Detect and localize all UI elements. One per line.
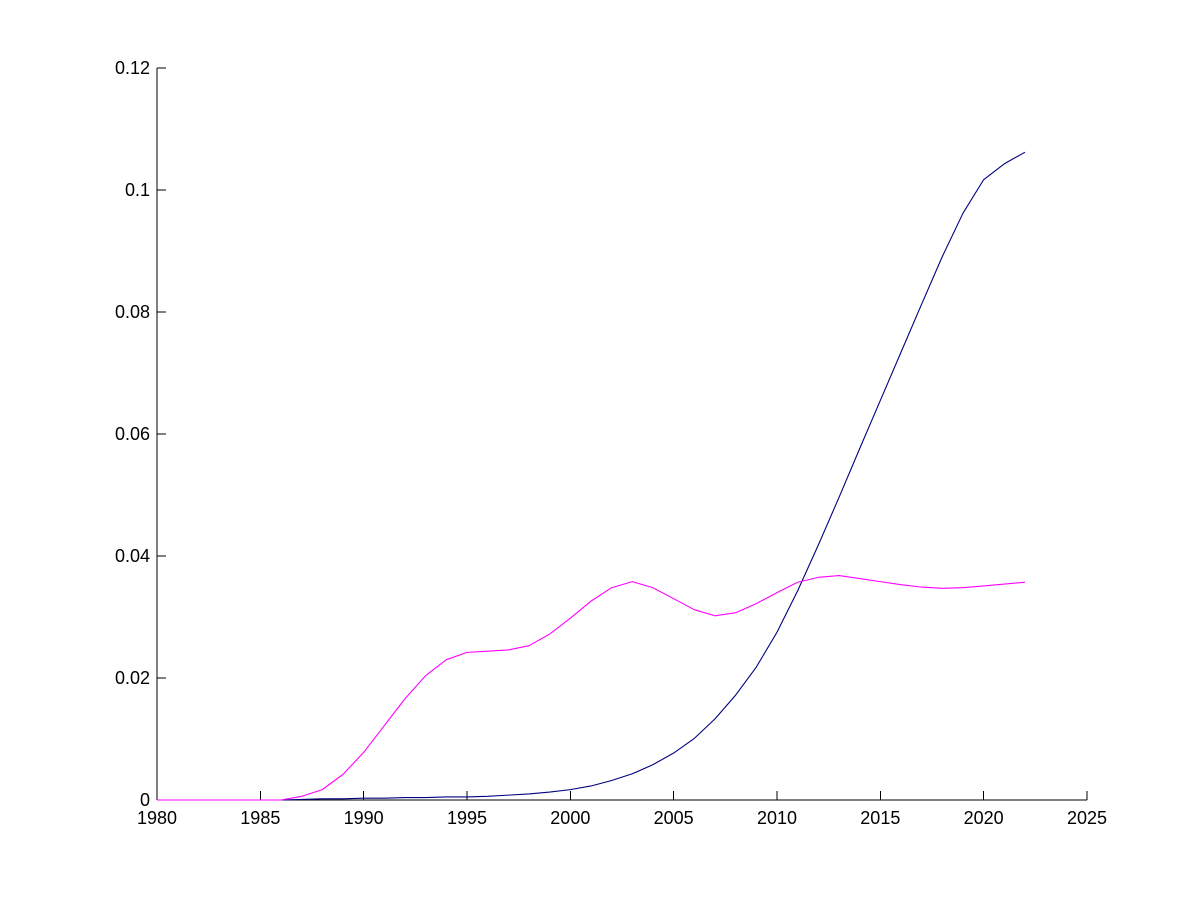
- x-tick-label: 2020: [964, 808, 1004, 828]
- x-tick-label: 2005: [654, 808, 694, 828]
- y-tick-label: 0.1: [125, 180, 150, 200]
- x-tick-label: 2000: [550, 808, 590, 828]
- series-line-2: [157, 574, 1026, 801]
- x-ticks: 1980 1985 1990 1995 2000 2005 2010 2015 2020 2025: [137, 791, 1107, 828]
- y-tick-label: 0.04: [115, 546, 150, 566]
- x-tick-label: 1995: [447, 808, 487, 828]
- y-ticks: 0 0.02 0.04 0.06 0.08 0.1 0.12: [115, 58, 166, 810]
- y-tick-label: 0.08: [115, 302, 150, 322]
- x-tick-label: 1990: [344, 808, 384, 828]
- x-tick-label: 1985: [240, 808, 280, 828]
- y-tick-label: 0: [140, 790, 150, 810]
- series-layer: [157, 151, 1026, 801]
- x-tick-label: 2025: [1067, 808, 1107, 828]
- x-tick-label: 2010: [757, 808, 797, 828]
- x-tick-label: 1980: [137, 808, 177, 828]
- y-tick-label: 0.06: [115, 424, 150, 444]
- axes: [156, 68, 1087, 801]
- x-tick-label: 2015: [860, 808, 900, 828]
- series-line-1: [157, 151, 1026, 801]
- y-tick-label: 0.02: [115, 668, 150, 688]
- y-tick-label: 0.12: [115, 58, 150, 78]
